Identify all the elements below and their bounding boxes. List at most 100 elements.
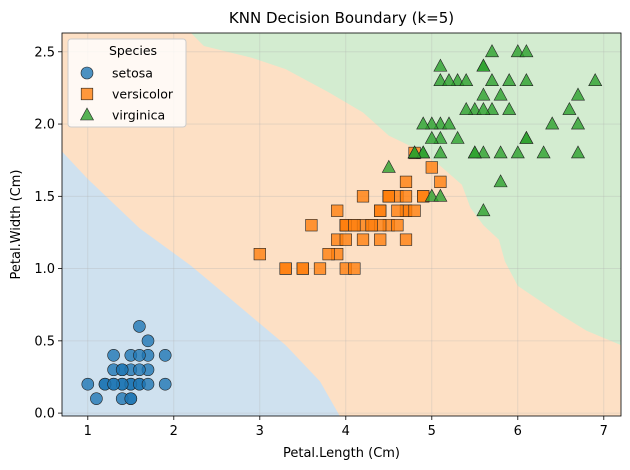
legend-label: virginica (112, 108, 165, 123)
virginica-point (519, 130, 534, 144)
virginica-point (450, 73, 465, 86)
legend-marker (80, 66, 94, 80)
x-axis-label: Petal.Length (Cm) (283, 446, 400, 461)
legend-label: versicolor (112, 87, 174, 102)
virginica-point (545, 116, 560, 130)
legend-label: setosa (112, 66, 153, 81)
legend-title: Species (109, 43, 157, 58)
versicolor-point (313, 262, 327, 275)
virginica-point (381, 159, 396, 173)
virginica-point (536, 145, 551, 159)
virginica-point (493, 174, 508, 188)
legend-item-virginica: virginica (79, 107, 165, 123)
versicolor-point (425, 161, 438, 174)
setosa-point (158, 377, 172, 391)
versicolor-point (356, 190, 370, 203)
virginica-point (476, 58, 491, 72)
virginica-point (519, 73, 534, 86)
series-setosa (81, 320, 172, 405)
virginica-point (484, 73, 500, 86)
x-tick-label: 1 (84, 424, 92, 439)
x-tick-label: 5 (428, 424, 436, 439)
setosa-point (107, 348, 120, 362)
versicolor-point (279, 262, 292, 275)
y-axis-label: Petal.Width (Cm) (9, 170, 24, 280)
virginica-point (502, 101, 517, 115)
virginica-point (459, 101, 474, 115)
virginica-point (502, 73, 517, 86)
virginica-point (407, 145, 422, 159)
virginica-point (570, 87, 586, 101)
virginica-point (493, 87, 508, 101)
virginica-point (467, 101, 482, 115)
legend-item-setosa: setosa (80, 66, 153, 81)
virginica-point (588, 73, 603, 86)
versicolor-point (331, 204, 344, 217)
virginica-point (416, 116, 431, 130)
setosa-point (124, 392, 138, 405)
virginica-point (476, 145, 491, 159)
versicolor-point (434, 175, 447, 188)
setosa-point (158, 348, 172, 362)
x-tick-label: 4 (342, 424, 350, 439)
y-tick-label: 0.5 (34, 334, 55, 349)
versicolor-point (399, 190, 413, 203)
virginica-point (441, 73, 457, 86)
versicolor-point (391, 204, 404, 217)
virginica-point (510, 145, 525, 159)
virginica-point (467, 145, 482, 159)
virginica-point (424, 116, 439, 130)
virginica-point (519, 44, 534, 58)
virginica-point (570, 145, 586, 159)
versicolor-point (253, 248, 266, 261)
versicolor-point (391, 219, 404, 232)
setosa-point (115, 363, 129, 377)
virginica-point (476, 203, 491, 217)
virginica-point (433, 130, 448, 144)
setosa-point (133, 348, 146, 362)
y-axis-ticks: 0.0 0.5 1.0 1.5 2.0 2.5 (34, 45, 62, 422)
legend-box (67, 38, 187, 128)
versicolor-point (399, 175, 413, 188)
virginica-point (484, 44, 500, 58)
versicolor-point (339, 233, 352, 246)
chart-title: KNN Decision Boundary (k=5) (229, 9, 454, 27)
legend-marker (80, 87, 94, 101)
setosa-point (81, 377, 95, 391)
virginica-point (424, 188, 439, 202)
virginica-point (433, 145, 448, 159)
y-tick-label: 2.0 (34, 118, 55, 133)
setosa-point (141, 377, 155, 391)
versicolor-point (365, 219, 378, 232)
virginica-point (562, 101, 577, 115)
virginica-point (493, 145, 508, 159)
virginica-point (510, 44, 525, 58)
versicolor-point (374, 233, 387, 246)
setosa-point (133, 363, 146, 377)
virginica-point (484, 101, 500, 115)
virginica-point (476, 101, 491, 115)
versicolor-point (296, 262, 309, 275)
x-tick-label: 6 (514, 424, 522, 439)
virginica-point (433, 73, 448, 86)
virginica-point (570, 116, 586, 130)
virginica-point (476, 87, 491, 101)
versicolor-point (382, 190, 395, 203)
versicolor-point (408, 204, 421, 217)
virginica-point (450, 130, 465, 144)
x-axis-ticks: 1 2 3 4 5 6 7 (84, 416, 608, 439)
virginica-point (433, 188, 448, 202)
setosa-point (90, 392, 103, 405)
versicolor-point (399, 233, 413, 246)
virginica-point (441, 116, 457, 130)
versicolor-point (305, 219, 318, 232)
virginica-point (416, 145, 431, 159)
versicolor-point (356, 233, 370, 246)
y-tick-label: 1.0 (34, 262, 55, 277)
virginica-point (424, 130, 439, 144)
series-virginica (381, 44, 603, 217)
y-tick-label: 0.0 (34, 407, 55, 422)
setosa-point (133, 320, 146, 333)
setosa-point (141, 334, 155, 348)
